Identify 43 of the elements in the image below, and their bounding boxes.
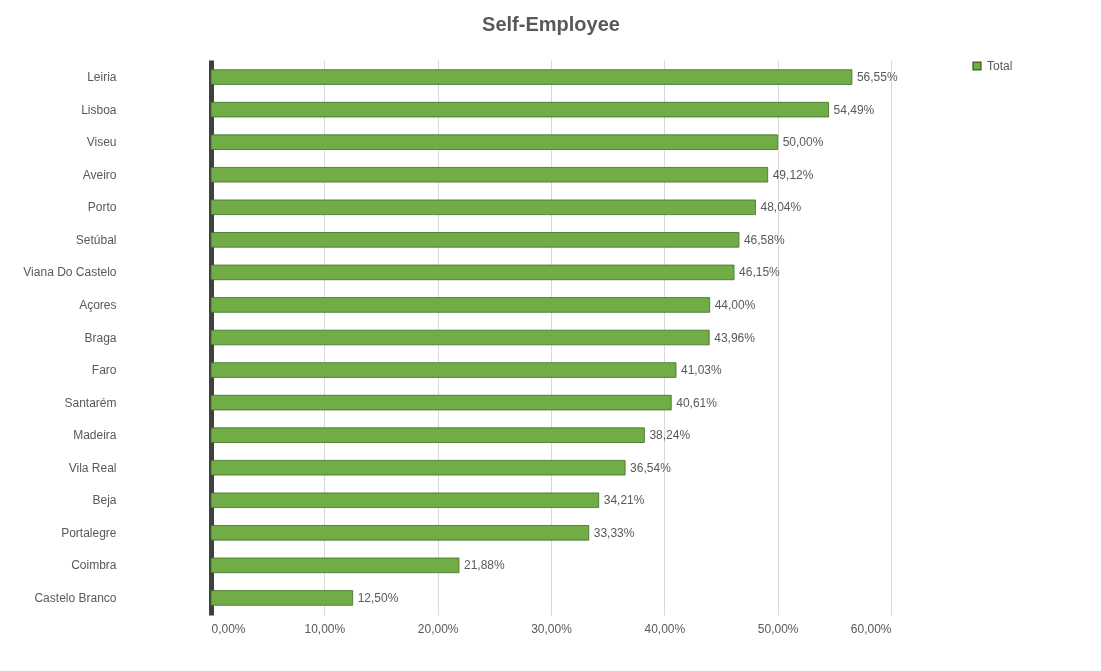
data-label: 38,24%	[649, 428, 691, 443]
data-label: 34,21%	[603, 493, 645, 508]
y-tick-label: Coimbra	[71, 558, 117, 573]
data-label: 12,50%	[357, 590, 399, 605]
data-label: 54,49%	[833, 102, 875, 117]
y-tick-label: Braga	[84, 330, 117, 345]
y-tick-label: Leiria	[87, 70, 117, 85]
y-tick-label: Viseu	[86, 135, 117, 150]
y-tick-label: Santarém	[64, 395, 117, 410]
data-label: 46,58%	[743, 232, 785, 247]
x-tick-label: 50,00%	[757, 621, 799, 636]
y-tick-label: Portalegre	[61, 525, 117, 540]
data-label: 36,54%	[630, 460, 672, 475]
chart-title: Self-Employee	[482, 13, 620, 35]
x-tick-label: 40,00%	[644, 621, 686, 636]
x-tick-label: 10,00%	[304, 621, 346, 636]
data-label: 43,96%	[714, 330, 756, 345]
y-tick-label: Beja	[92, 493, 117, 508]
data-label: 46,15%	[739, 265, 781, 280]
y-tick-label: Faro	[91, 363, 117, 378]
x-tick-label: 0,00%	[211, 621, 246, 636]
data-label: 50,00%	[782, 135, 824, 150]
y-tick-label: Viana Do Castelo	[23, 265, 117, 280]
data-label: 49,12%	[772, 167, 814, 182]
y-tick-label: Setúbal	[75, 232, 117, 247]
y-tick-label: Castelo Branco	[34, 590, 117, 605]
data-label: 48,04%	[760, 200, 802, 215]
x-tick-label: 30,00%	[531, 621, 573, 636]
x-tick-label: 20,00%	[417, 621, 459, 636]
data-label: 41,03%	[681, 363, 723, 378]
y-tick-label: Madeira	[73, 428, 117, 443]
y-tick-label: Porto	[87, 200, 117, 215]
data-label: 21,88%	[463, 558, 505, 573]
legend-label: Total	[987, 59, 1013, 73]
y-tick-label: Lisboa	[81, 102, 117, 117]
data-label: 44,00%	[714, 297, 756, 312]
y-tick-label: Aveiro	[82, 167, 117, 182]
data-label: 56,55%	[856, 70, 898, 85]
y-tick-label: Vila Real	[68, 460, 117, 475]
data-label: 40,61%	[676, 395, 718, 410]
data-label: 33,33%	[593, 525, 635, 540]
y-tick-label: Açores	[79, 297, 117, 312]
x-tick-label: 60,00%	[850, 621, 892, 636]
